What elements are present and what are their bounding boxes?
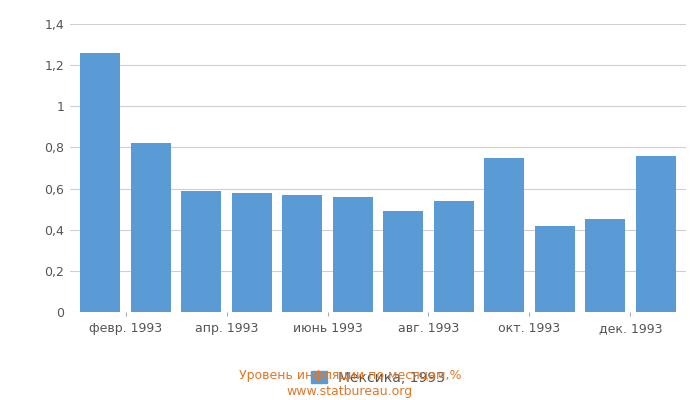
Bar [636, 156, 676, 312]
Bar [181, 191, 221, 312]
Legend: Мексика, 1993: Мексика, 1993 [311, 371, 445, 385]
Bar [131, 143, 171, 312]
Bar [332, 197, 373, 312]
Bar [484, 158, 524, 312]
Bar [433, 201, 474, 312]
Bar [383, 211, 424, 312]
Bar [282, 195, 323, 312]
Text: www.statbureau.org: www.statbureau.org [287, 386, 413, 398]
Bar [232, 193, 272, 312]
Text: Уровень инфляции по месяцам,%: Уровень инфляции по месяцам,% [239, 370, 461, 382]
Bar [535, 226, 575, 312]
Bar [585, 220, 625, 312]
Bar [80, 53, 120, 312]
